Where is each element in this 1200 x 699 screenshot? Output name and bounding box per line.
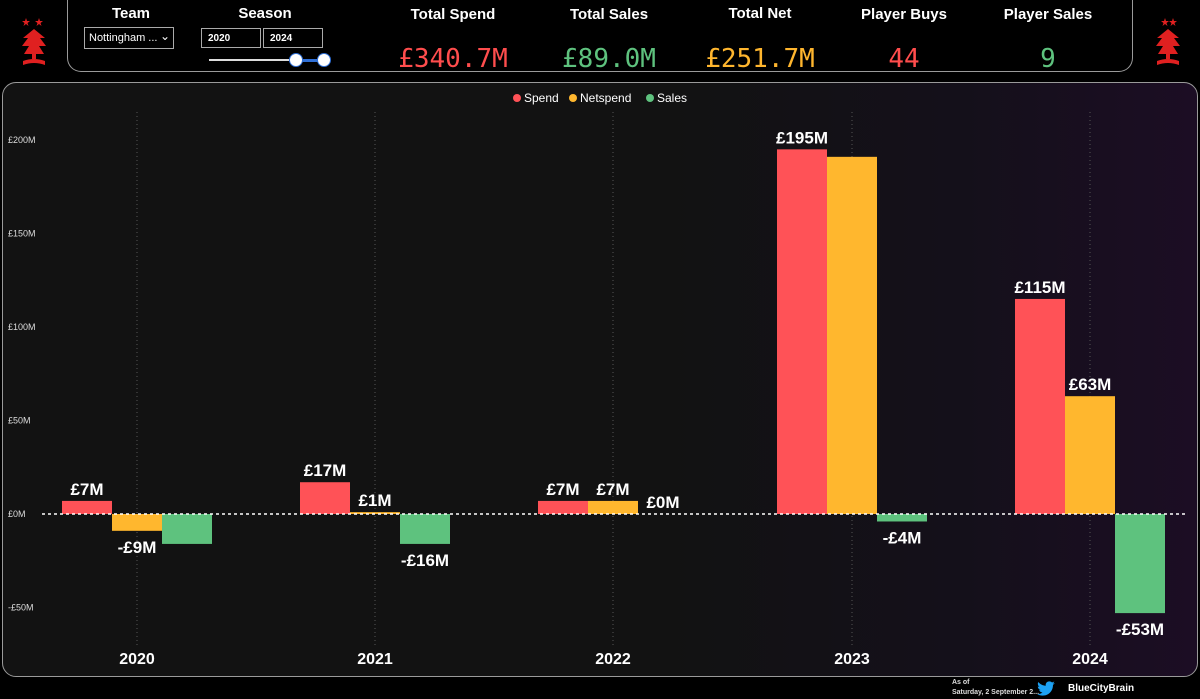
kpi-player-sales-value: 9	[1040, 44, 1056, 74]
data-label: £63M	[1069, 375, 1112, 394]
bar-sales	[877, 514, 927, 522]
club-crest-right-icon	[1156, 18, 1180, 65]
y-tick-label: £50M	[8, 416, 31, 426]
kpi-total-spend-value: £340.7M	[398, 44, 508, 74]
y-tick-label: £0M	[8, 509, 26, 519]
data-label: £7M	[546, 480, 579, 499]
y-tick-label: £100M	[8, 322, 36, 332]
bar-netspend	[112, 514, 162, 531]
season-slider-start-handle[interactable]	[289, 53, 303, 67]
bar-sales	[1115, 514, 1165, 614]
bar-spend	[300, 482, 350, 514]
team-dropdown[interactable]: Nottingham ... ⌄	[84, 27, 174, 49]
kpi-total-sales-label: Total Sales	[569, 6, 649, 23]
as-of-date: Saturday, 2 September 2...	[952, 689, 1040, 696]
brand-name: BlueCityBrain	[1068, 683, 1135, 694]
data-label: -£4M	[883, 528, 922, 547]
data-label: -£9M	[118, 538, 157, 557]
kpi-total-net-value: £251.7M	[705, 44, 815, 74]
season-slider-end-handle[interactable]	[317, 53, 331, 67]
twitter-icon[interactable]	[1036, 681, 1056, 697]
season-end-input[interactable]: 2024	[263, 28, 323, 48]
x-tick-label: 2022	[595, 651, 631, 668]
legend-marker	[646, 94, 654, 102]
legend-label: Spend	[524, 91, 559, 105]
x-tick-label: 2024	[1072, 651, 1108, 668]
kpi-total-net-label: Total Net	[728, 5, 792, 22]
data-label: £17M	[304, 461, 347, 480]
bar-spend	[62, 500, 112, 514]
as-of-text: As of Saturday, 2 September 2...	[952, 678, 1039, 698]
season-slider-track[interactable]	[209, 59, 325, 61]
y-tick-label: £200M	[8, 135, 36, 145]
season-start-input[interactable]: 2020	[201, 28, 261, 48]
kpi-player-sales-label: Player Sales	[1003, 6, 1093, 23]
bar-netspend	[1065, 396, 1115, 514]
legend-marker	[513, 94, 521, 102]
data-label: -£16M	[401, 551, 449, 570]
data-label: -£53M	[1116, 620, 1164, 639]
data-label: £1M	[358, 491, 391, 510]
bar-netspend	[350, 512, 400, 514]
x-tick-label: 2020	[119, 651, 155, 668]
club-crest-left-icon	[22, 18, 46, 65]
bar-sales	[162, 514, 212, 544]
x-tick-label: 2021	[357, 651, 393, 668]
bar-spend	[777, 149, 827, 514]
data-label: £0M	[646, 493, 679, 512]
data-label: £7M	[70, 480, 103, 499]
bar-sales	[400, 514, 450, 544]
x-tick-label: 2023	[834, 651, 870, 668]
bar-spend	[1015, 298, 1065, 514]
team-dropdown-value: Nottingham ...	[89, 32, 158, 44]
kpi-total-sales-value: £89.0M	[562, 44, 656, 74]
legend-label: Netspend	[580, 91, 631, 105]
chevron-down-icon: ⌄	[159, 29, 170, 43]
y-tick-label: £150M	[8, 229, 36, 239]
as-of-label: As of	[952, 679, 970, 686]
data-label: £195M	[776, 128, 828, 147]
kpi-player-buys-value: 44	[888, 44, 920, 74]
team-label: Team	[111, 5, 151, 22]
legend-label: Sales	[657, 91, 687, 105]
kpi-total-spend-label: Total Spend	[410, 6, 496, 23]
season-slider-range	[296, 59, 324, 62]
chart-panel	[2, 82, 1198, 677]
bar-spend	[538, 500, 588, 514]
data-label: £7M	[596, 480, 629, 499]
bar-netspend	[588, 500, 638, 514]
season-label: Season	[238, 5, 292, 22]
y-tick-label: -£50M	[8, 603, 34, 613]
data-label: £115M	[1014, 278, 1065, 297]
kpi-player-buys-label: Player Buys	[861, 6, 947, 23]
legend-marker	[569, 94, 577, 102]
bar-netspend	[827, 156, 877, 514]
